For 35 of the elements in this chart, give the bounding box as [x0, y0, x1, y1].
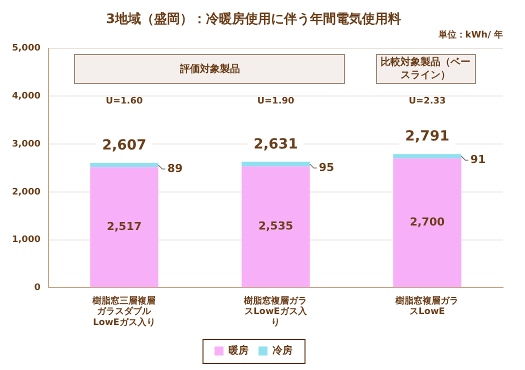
chart-subtitle: 単位：kWh/ 年: [437, 29, 503, 40]
chart-title: 3地域（盛岡）：冷暖房使用に伴う年間電気使用料: [106, 11, 402, 28]
data-label: 95: [318, 160, 334, 174]
y-tick-label: 3,000: [12, 139, 40, 150]
bar: [90, 167, 158, 288]
caption-frame: 評価対象製品: [74, 54, 346, 84]
total-label: 2,607: [102, 138, 146, 154]
annotation: U=1.60: [106, 96, 143, 107]
total-label: 2,631: [254, 136, 298, 152]
bar: [90, 162, 158, 168]
data-label: 89: [167, 162, 183, 175]
bar: [242, 166, 310, 288]
annotation: U=2.33: [408, 96, 446, 107]
x-tick-label: 樹脂窓複層ガラスLowE: [394, 295, 459, 318]
legend-label: 暖房: [228, 344, 248, 357]
total-label: 2,791: [405, 128, 450, 145]
annotation: 評価対象製品: [180, 62, 240, 76]
x-tick-label: 樹脂窓三層複層ガラスダブル LowEガス入り: [92, 295, 156, 328]
y-tick-label: 5,000: [12, 44, 40, 54]
data-label: 2,535: [258, 220, 294, 233]
bar: [393, 154, 462, 158]
y-tick-label: 4,000: [12, 92, 40, 102]
annotation: U=1.90: [257, 96, 294, 107]
y-tick-label: 2,000: [12, 187, 40, 198]
caption-frame: 比較対象製品（ベースライン）: [376, 54, 476, 84]
bar: [242, 162, 310, 166]
legend-label: 冷房: [272, 344, 292, 357]
x-tick-label: 樹脂窓複層ガラスLowEガス入り: [243, 295, 308, 328]
y-tick-label: 0: [34, 282, 40, 293]
y-tick-label: 1,000: [12, 235, 40, 246]
data-label: 2,700: [410, 216, 445, 229]
bar: [393, 158, 462, 288]
data-label: 2,517: [106, 220, 142, 234]
data-label: 91: [470, 153, 486, 166]
annotation: 比較対象製品（ベースライン）: [380, 56, 471, 82]
